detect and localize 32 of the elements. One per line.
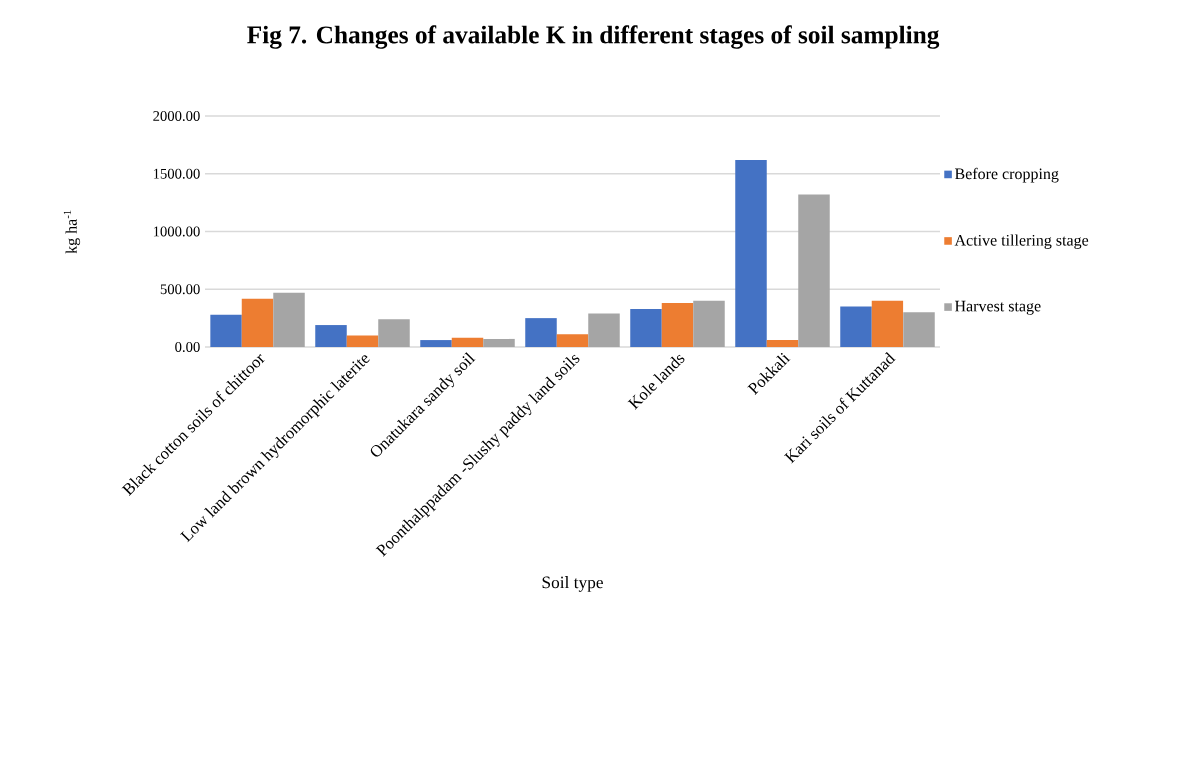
bar: [210, 314, 242, 347]
y-tick-label: 1500.00: [153, 168, 200, 179]
bar: [630, 308, 662, 347]
y-tick-label: 1000.00: [153, 226, 200, 237]
y-tick-label: 500.00: [160, 284, 200, 295]
bar: [483, 338, 515, 347]
bar: [315, 325, 347, 347]
bar: [766, 340, 799, 347]
bar: [346, 335, 379, 347]
bar: [735, 159, 767, 347]
bar: [840, 306, 872, 347]
y-axis-title: kg ha$^{-1}$: [63, 210, 81, 254]
bar: [525, 318, 557, 347]
bar: [273, 292, 305, 347]
bar: [903, 312, 935, 347]
y-tick-label: 2000.00: [153, 111, 200, 121]
bar: [798, 194, 830, 347]
bar: [420, 340, 452, 347]
bar: [661, 303, 694, 347]
bar: [588, 313, 620, 347]
bar: [556, 334, 589, 347]
legend-label: Harvest stage: [954, 300, 1041, 315]
bar: [451, 337, 484, 347]
x-axis-title: Soil type: [542, 576, 603, 592]
legend-label: Before cropping: [954, 167, 1059, 183]
bar: [241, 298, 274, 347]
legend-label: Active tillering stage: [954, 234, 1089, 249]
bar: [871, 300, 904, 347]
y-tick-label: 0.00: [175, 342, 200, 352]
bar: [693, 300, 725, 347]
bar: [378, 319, 410, 347]
chart-title: Fig 7. Changes of available K in different stages of soil sampling: [247, 25, 940, 49]
